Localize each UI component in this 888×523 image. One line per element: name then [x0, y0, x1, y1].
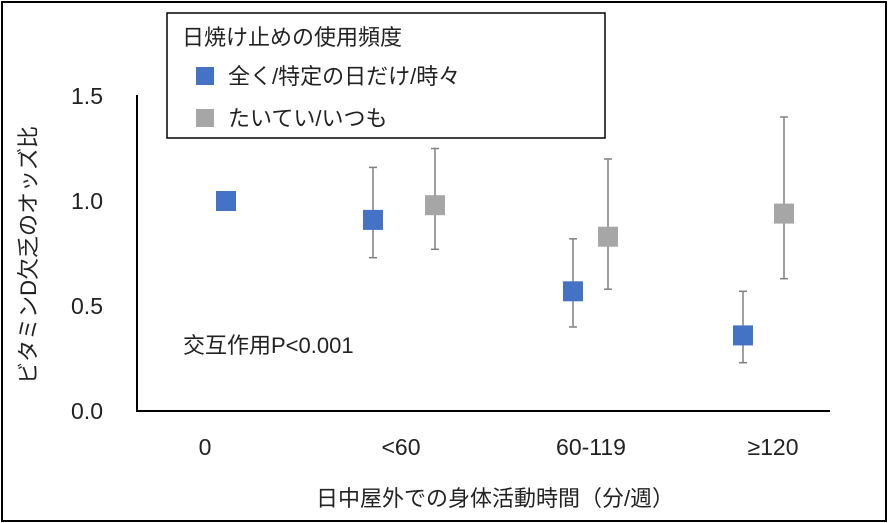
error-bars [369, 116, 788, 364]
axes [136, 95, 830, 412]
legend-swatch-series-1 [196, 67, 214, 85]
legend-box [166, 12, 606, 139]
legend: 日焼け止めの使用頻度 全く/特定の日だけ/時々 たいてい/いつも [166, 12, 606, 139]
data-point-series-2 [425, 195, 445, 216]
y-tick-label: 0.0 [71, 398, 103, 424]
x-tick-label: 0 [199, 434, 212, 460]
y-tick-label: 1.5 [71, 83, 103, 109]
data-point-series-2 [774, 203, 794, 224]
data-point-series-1 [563, 281, 583, 302]
data-point-series-2 [598, 226, 618, 247]
data-points [216, 191, 794, 346]
x-axis-label: 日中屋外での身体活動時間（分/週） [316, 486, 674, 511]
x-tick-label: <60 [381, 434, 420, 460]
y-axis-label: ビタミンD欠乏のオッズ比 [16, 126, 41, 384]
legend-label-series-2: たいてい/いつも [228, 106, 387, 131]
legend-title: 日焼け止めの使用頻度 [182, 25, 402, 50]
legend-label-series-1: 全く/特定の日だけ/時々 [228, 64, 460, 89]
interaction-annotation: 交互作用P<0.001 [183, 333, 354, 358]
y-tick-label: 0.5 [71, 293, 103, 319]
y-tick-labels: 0.0 0.5 1.0 1.5 [71, 83, 103, 424]
x-tick-label: ≥120 [748, 434, 799, 460]
legend-swatch-series-2 [196, 109, 214, 127]
x-tick-labels: 0 <60 60-119 ≥120 [199, 434, 799, 460]
y-tick-label: 1.0 [71, 188, 103, 214]
data-point-series-1 [363, 209, 383, 230]
x-tick-label: 60-119 [556, 434, 626, 460]
data-point-series-1 [216, 191, 236, 211]
data-point-series-1 [733, 325, 753, 346]
